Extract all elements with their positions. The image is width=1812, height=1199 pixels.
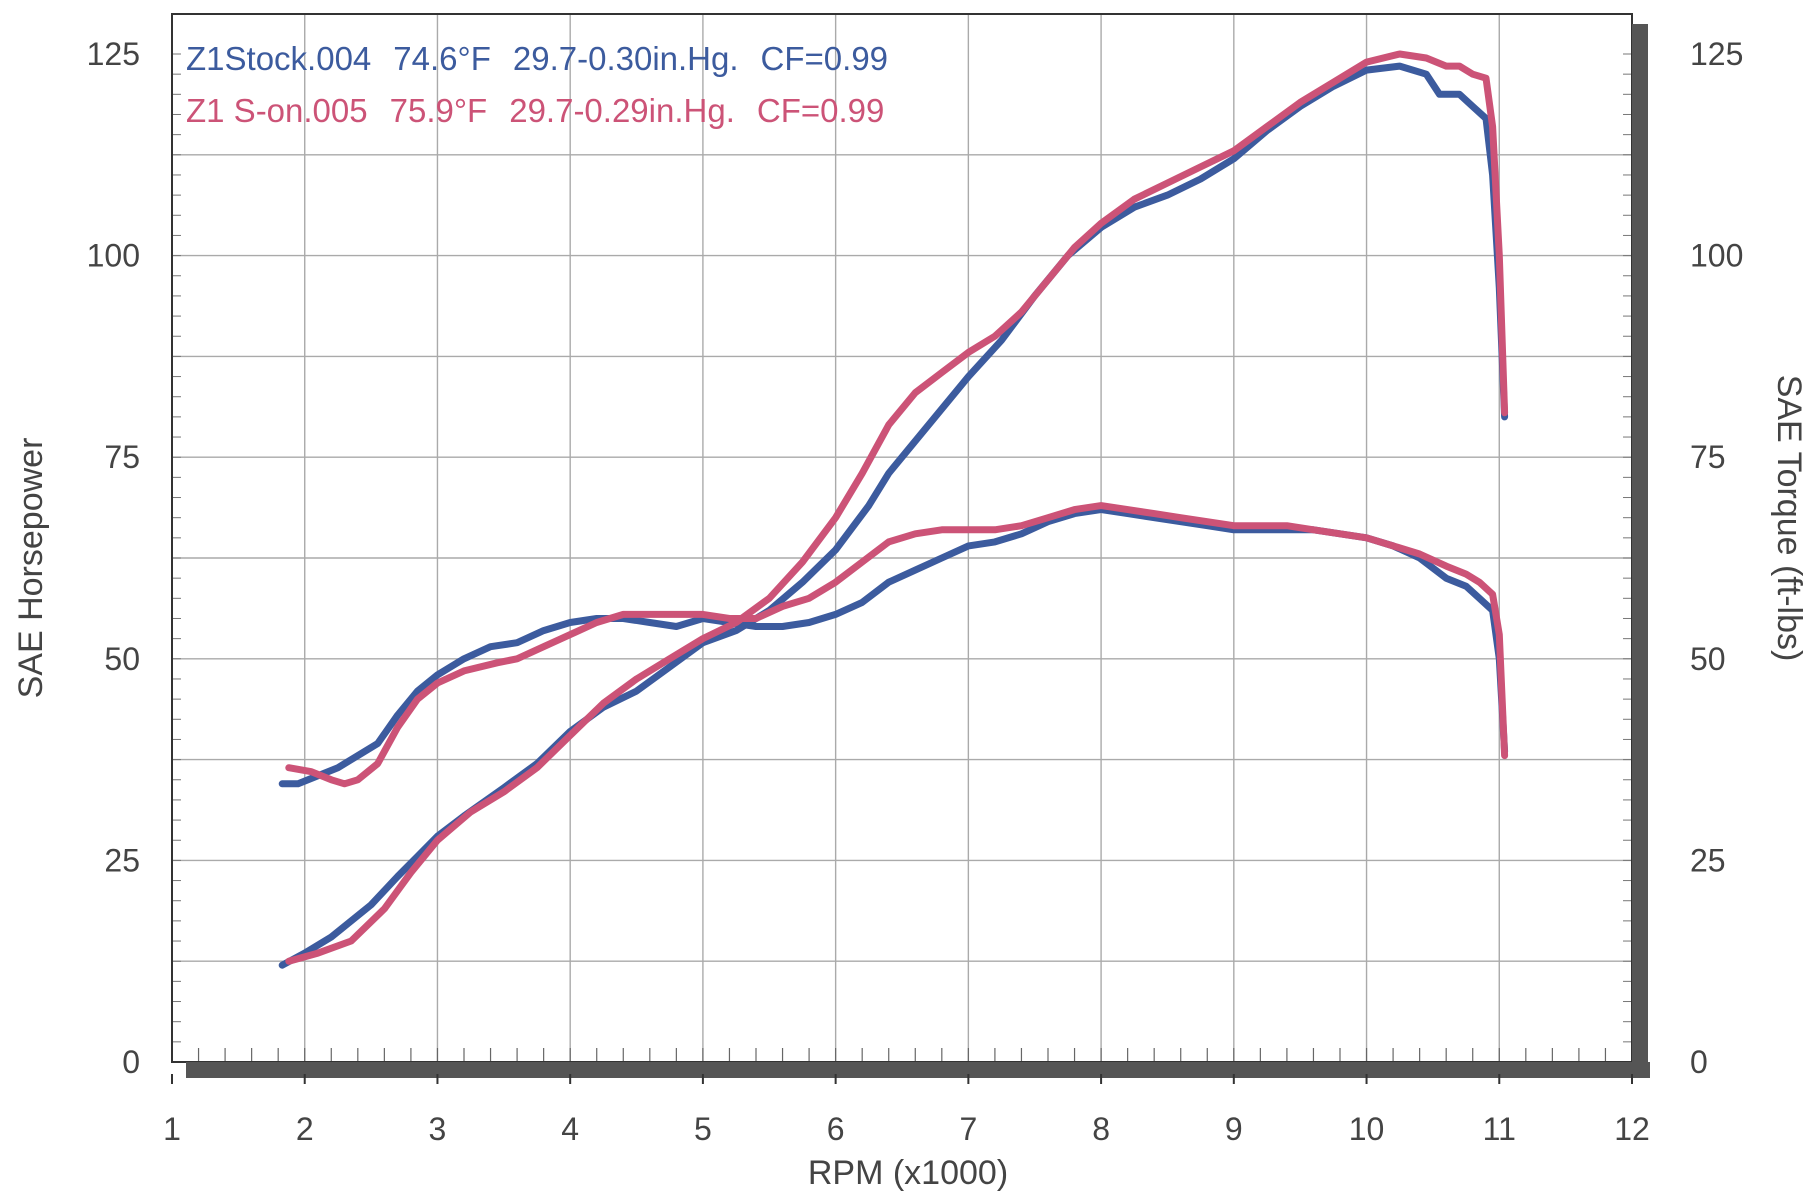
x-tick-label: 2 <box>296 1111 314 1147</box>
x-tick-label: 6 <box>827 1111 845 1147</box>
x-tick-label: 5 <box>694 1111 712 1147</box>
legend-stock-temp: 74.6°F <box>393 40 491 77</box>
y-axis-right-label: SAE Torque (ft-lbs) <box>1770 375 1808 662</box>
series-line-torque-s-on <box>285 502 1509 788</box>
x-tick-label: 12 <box>1614 1111 1650 1147</box>
x-tick-label: 1 <box>163 1111 181 1147</box>
y-right-tick-label: 125 <box>1690 36 1743 72</box>
x-tick-label: 7 <box>959 1111 977 1147</box>
y-right-tick-label: 25 <box>1690 842 1726 878</box>
legend-entry-stock: Z1Stock.004 74.6°F 29.7-0.30in.Hg. CF=0.99 <box>186 40 888 77</box>
legend-s-on-temp: 75.9°F <box>390 92 488 129</box>
legend-stock-name: Z1Stock.004 <box>186 40 371 77</box>
y-right-tick-label: 100 <box>1690 238 1743 274</box>
series-line-horsepower-s-on <box>285 50 1509 965</box>
axes: 1 2 3 4 5 6 7 8 9 10 11 120255075100125025507510012… <box>87 36 1744 1147</box>
x-tick-label: 11 <box>1483 1111 1516 1147</box>
frame-shadow-right <box>1632 24 1648 1078</box>
y-axis-left-label: SAE Horsepower <box>12 438 50 699</box>
y-right-tick-label: 75 <box>1690 439 1726 475</box>
legend-stock-pressure: 29.7-0.30in.Hg. <box>513 40 739 77</box>
y-left-tick-label: 50 <box>104 641 140 677</box>
x-axis-label: RPM (x1000) <box>808 1154 1008 1192</box>
y-left-tick-label: 25 <box>104 842 140 878</box>
x-tick-label: 4 <box>561 1111 579 1147</box>
y-right-tick-label: 50 <box>1690 641 1726 677</box>
legend-s-on-pressure: 29.7-0.29in.Hg. <box>509 92 735 129</box>
x-tick-label: 9 <box>1225 1111 1243 1147</box>
legend: Z1Stock.004 74.6°F 29.7-0.30in.Hg. CF=0.99 … <box>186 40 888 129</box>
x-tick-label: 3 <box>429 1111 447 1147</box>
legend-s-on-name: Z1 S-on.005 <box>186 92 368 129</box>
plot-frame <box>171 13 1650 1078</box>
legend-s-on-cf: CF=0.99 <box>757 92 885 129</box>
legend-entry-s-on: Z1 S-on.005 75.9°F 29.7-0.29in.Hg. CF=0.99 <box>186 92 884 129</box>
y-left-tick-label: 75 <box>104 439 140 475</box>
x-tick-label: 10 <box>1349 1111 1385 1147</box>
y-right-tick-label: 0 <box>1690 1044 1708 1080</box>
y-left-tick-label: 0 <box>122 1044 140 1080</box>
y-left-tick-label: 100 <box>87 238 140 274</box>
y-left-tick-label: 125 <box>87 36 140 72</box>
series-lines <box>278 50 1509 969</box>
x-tick-label: 8 <box>1092 1111 1110 1147</box>
legend-stock-cf: CF=0.99 <box>761 40 889 77</box>
frame-shadow-bottom <box>186 1062 1650 1078</box>
